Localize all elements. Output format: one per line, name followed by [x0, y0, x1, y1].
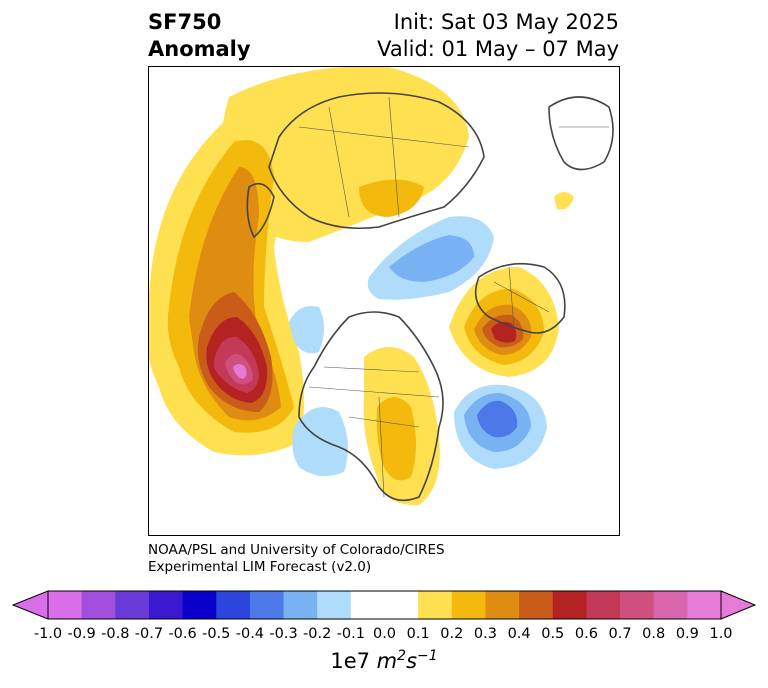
- colorbar-tick-label: 0.8: [642, 626, 666, 642]
- colorbar-tick-label: 0.0: [372, 626, 397, 642]
- title-right: Init: Sat 03 May 2025 Valid: 01 May – 07…: [377, 9, 619, 63]
- valid-range: Valid: 01 May – 07 May: [377, 37, 619, 61]
- colorbar: [11, 590, 757, 620]
- colorbar-extend-high: [720, 590, 757, 620]
- colorbar-tick-label: -0.7: [134, 626, 164, 642]
- colorbar-units: 1e7 m2s−1: [0, 648, 768, 673]
- colorbar-tick-label: 0.9: [675, 626, 699, 642]
- colorbar-extend-low: [11, 590, 49, 620]
- colorbar-segment: [350, 591, 385, 619]
- init-date: Init: Sat 03 May 2025: [393, 10, 619, 34]
- borders: [298, 96, 609, 498]
- arctic-negative-anomaly: [367, 216, 494, 300]
- credit-text: NOAA/PSL and University of Colorado/CIRE…: [148, 542, 445, 576]
- units-prefix: 1e7: [330, 649, 370, 673]
- map-panel: [148, 66, 620, 536]
- colorbar-segment: [620, 591, 655, 619]
- colorbar-tick-label: 0.2: [440, 626, 464, 642]
- units-m-exp: 2: [397, 648, 407, 664]
- title-anomaly: Anomaly: [148, 37, 251, 61]
- colorbar-tick-label: -0.9: [67, 626, 96, 642]
- colorbar-tick-label: 0.5: [541, 626, 565, 642]
- colorbar-tick-label: -0.4: [235, 626, 265, 642]
- colorbar-segment: [586, 591, 621, 619]
- colorbar-tick-label: 0.4: [507, 626, 531, 642]
- credit-line1: NOAA/PSL and University of Colorado/CIRE…: [148, 542, 445, 558]
- colorbar-segment: [418, 591, 453, 619]
- colorbar-segment: [48, 591, 83, 619]
- colorbar-tick-label: 1.0: [709, 626, 733, 642]
- colorbar-segment: [384, 591, 419, 619]
- colorbar-tick-labels: -1.0 -0.9 -0.8 -0.7 -0.6 -0.5 -0.4 -0.3 -0.2 -0.1…: [0, 626, 768, 646]
- anomaly-map: [149, 67, 614, 506]
- colorbar-segment: [148, 591, 184, 619]
- colorbar-tick-label: 0.6: [574, 626, 598, 642]
- colorbar-tick-label: 0.3: [473, 626, 497, 642]
- colorbar-segment: [519, 591, 554, 619]
- title-left: SF750 Anomaly: [148, 9, 251, 63]
- colorbar-segment: [317, 591, 352, 619]
- colorbar-segment: [552, 591, 587, 619]
- colorbar-tick-label: -0.2: [303, 626, 332, 642]
- europe-positive-anomaly: [449, 267, 559, 377]
- colorbar-segment: [451, 591, 486, 619]
- pacific-positive-anomaly: [149, 101, 309, 456]
- title-variable: SF750: [148, 10, 222, 34]
- colorbar-outline: [47, 590, 722, 620]
- colorbar-segment: [249, 591, 285, 619]
- units-m: m: [376, 649, 398, 673]
- colorbar-segment: [283, 591, 318, 619]
- colorbar-tick-label: -1.0: [33, 626, 63, 642]
- colorbar-segment: [485, 591, 520, 619]
- colorbar-tick-label: -0.1: [336, 626, 365, 642]
- atlantic-negative-anomaly: [454, 384, 547, 469]
- units-s: s: [406, 649, 418, 673]
- colorbar-segment: [687, 591, 722, 619]
- colorbar-tick-label: 0.1: [406, 626, 430, 642]
- colorbar-tick-label: -0.6: [168, 626, 197, 642]
- colorbar-segment: [81, 591, 116, 619]
- colorbar-tick-label: 0.7: [608, 626, 632, 642]
- colorbar-tick-label: -0.5: [202, 626, 231, 642]
- colorbar-segment: [115, 591, 150, 619]
- colorbar-tick-label: -0.8: [101, 626, 130, 642]
- coastlines: [246, 92, 614, 502]
- credit-line2: Experimental LIM Forecast (v2.0): [148, 559, 372, 575]
- units-s-exp: −1: [417, 648, 438, 664]
- colorbar-tick-label: -0.3: [269, 626, 298, 642]
- colorbar-segment: [653, 591, 688, 619]
- colorbar-segment: [216, 591, 251, 619]
- bering-negative-anomaly: [289, 306, 324, 354]
- colorbar-segment: [182, 591, 217, 619]
